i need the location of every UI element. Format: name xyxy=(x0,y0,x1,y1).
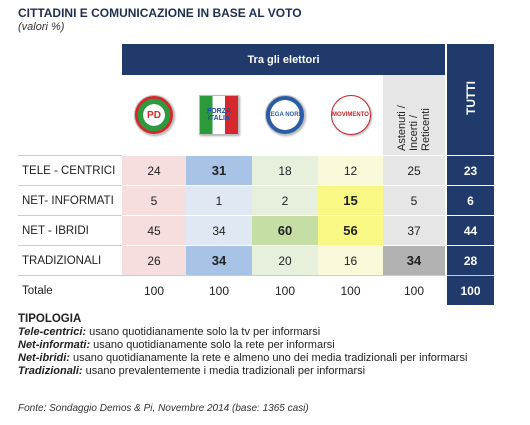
row: NET- INFORMATI 5 1 2 15 5 6 xyxy=(18,185,495,216)
logo-lega: LEGA NORD xyxy=(265,95,305,135)
cell: 26 xyxy=(122,245,186,276)
cell: 23 xyxy=(445,155,495,186)
legend-text: usano quotidianamente solo la tv per inf… xyxy=(89,326,321,338)
row: Totale 100 100 100 100 100 100 xyxy=(18,275,495,305)
cell: 18 xyxy=(252,155,318,186)
cell: 25 xyxy=(383,155,447,186)
legend-term: Net-ibridi: xyxy=(18,352,70,364)
cell: 100 xyxy=(122,275,186,305)
row-label: NET - IBRIDI xyxy=(18,215,122,246)
cell: 12 xyxy=(318,155,383,186)
cell: 1 xyxy=(186,185,252,216)
cell: 100 xyxy=(318,275,383,305)
cell: 45 xyxy=(122,215,186,246)
row-label: TELE - CENTRICI xyxy=(18,155,122,186)
legend-item: Net-ibridi: usano quotidianamente la ret… xyxy=(18,352,467,365)
abstain-header: Astenuti / Incerti / Reticenti xyxy=(383,75,447,156)
cell: 5 xyxy=(383,185,447,216)
cell: 6 xyxy=(445,185,495,216)
table-body: TELE - CENTRICI 24 31 18 12 25 23 NET- INFORMAT… xyxy=(18,155,495,305)
logo-cell: LEGA NORD xyxy=(252,75,318,156)
cell: 28 xyxy=(445,245,495,276)
total-header: TUTTI xyxy=(445,44,495,156)
legend-item: Tele-centrici: usano quotidianamente sol… xyxy=(18,326,467,339)
legend-text: usano quotidianamente la rete e almeno u… xyxy=(73,352,468,364)
blank xyxy=(18,44,122,75)
cell: 100 xyxy=(383,275,447,305)
row: TELE - CENTRICI 24 31 18 12 25 23 xyxy=(18,155,495,186)
row: NET - IBRIDI 45 34 60 56 37 44 xyxy=(18,215,495,246)
cell: 34 xyxy=(383,245,447,276)
group-header: Tra gli elettori xyxy=(122,44,447,75)
logo-m5s: MOVIMENTO xyxy=(330,95,371,135)
source: Fonte: Sondaggio Demos & Pi, Novembre 20… xyxy=(18,403,309,414)
subtitle: (valori %) xyxy=(18,21,65,33)
legend-term: Net-informati: xyxy=(18,339,91,351)
legend-text: usano quotidianamente solo la rete per i… xyxy=(93,339,335,351)
cell: 100 xyxy=(186,275,252,305)
cell: 31 xyxy=(186,155,252,186)
title: CITTADINI E COMUNICAZIONE IN BASE AL VOT… xyxy=(18,6,302,20)
cell: 24 xyxy=(122,155,186,186)
cell: 56 xyxy=(318,215,383,246)
legend-text: usano prevalentemente i media tradiziona… xyxy=(85,365,366,377)
row-label: TRADIZIONALI xyxy=(18,245,122,276)
table: Tra gli elettori TUTTI PD FORZA ITALIA L… xyxy=(18,44,495,305)
logo-pd: PD xyxy=(134,95,174,135)
cell: 5 xyxy=(122,185,186,216)
logo-cell: MOVIMENTO xyxy=(318,75,383,156)
cell: 37 xyxy=(383,215,447,246)
row-label: NET- INFORMATI xyxy=(18,185,122,216)
row: TRADIZIONALI 26 34 20 16 34 28 xyxy=(18,245,495,276)
legend-term: Tradizionali: xyxy=(18,365,83,377)
cell: 34 xyxy=(186,215,252,246)
cell: 15 xyxy=(318,185,383,216)
cell: 100 xyxy=(252,275,318,305)
cell: 100 xyxy=(445,275,495,305)
logo-cell: FORZA ITALIA xyxy=(186,75,252,156)
legend-term: Tele-centrici: xyxy=(18,326,87,338)
legend: TIPOLOGIA Tele-centrici: usano quotidian… xyxy=(18,313,467,378)
legend-item: Tradizionali: usano prevalentemente i me… xyxy=(18,365,467,378)
cell: 20 xyxy=(252,245,318,276)
cell: 2 xyxy=(252,185,318,216)
legend-item: Net-informati: usano quotidianamente sol… xyxy=(18,339,467,352)
cell: 60 xyxy=(252,215,318,246)
logo-fi: FORZA ITALIA xyxy=(199,95,239,135)
cell: 34 xyxy=(186,245,252,276)
total-header-text: TUTTI xyxy=(463,81,478,115)
cell: 16 xyxy=(318,245,383,276)
row-label: Totale xyxy=(18,275,122,305)
cell: 44 xyxy=(445,215,495,246)
logo-cell: PD xyxy=(122,75,186,156)
abstain-header-text: Astenuti / Incerti / Reticenti xyxy=(396,104,432,151)
legend-title: TIPOLOGIA xyxy=(18,313,82,325)
